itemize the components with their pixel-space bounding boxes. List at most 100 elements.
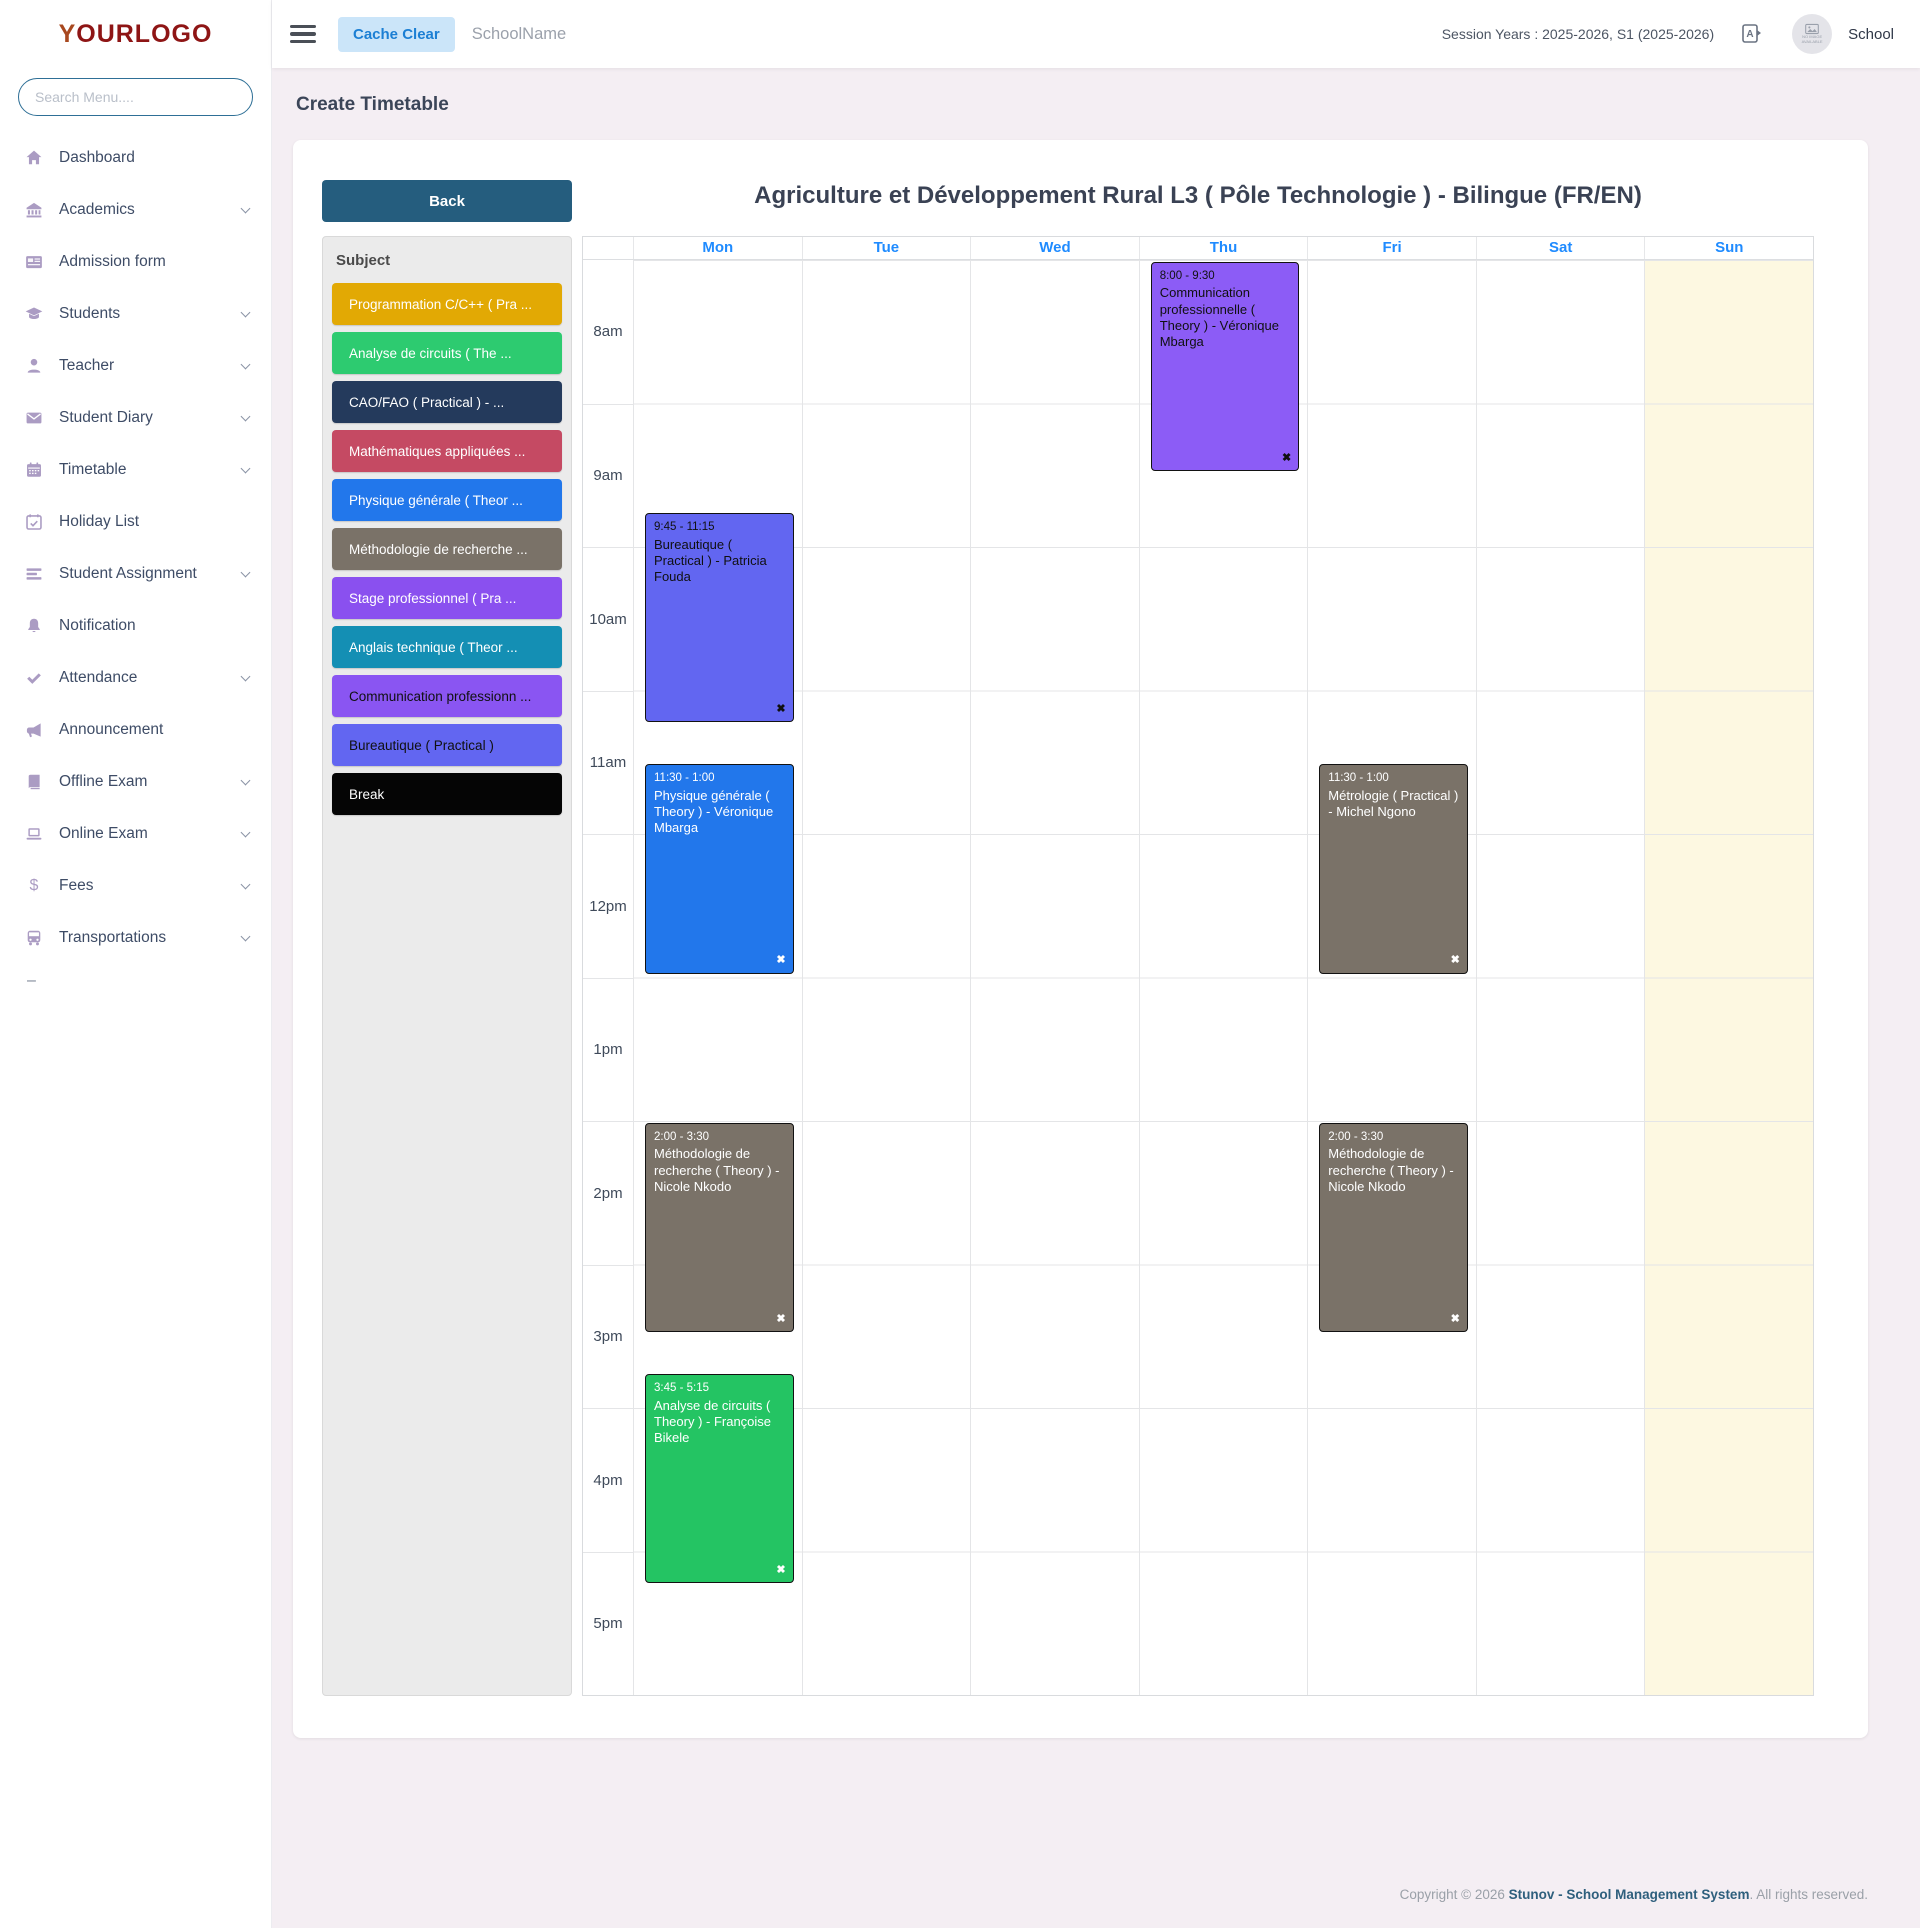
book-icon [24,773,44,791]
remove-event-icon[interactable]: ✖ [776,702,786,715]
timetable-event[interactable]: 2:00 - 3:30 Méthodologie de recherche ( T… [1319,1123,1468,1333]
subject-chip[interactable]: Mathématiques appliquées ... [332,430,562,472]
sidebar-item-label: Notification [59,617,136,634]
search-input[interactable] [18,78,253,116]
check-icon [24,669,44,687]
sidebar-item-announcement[interactable]: Announcement [0,704,271,756]
calendar-check-icon [24,513,44,531]
timetable-event[interactable]: 9:45 - 11:15 Bureautique ( Practical ) - … [645,513,794,723]
sidebar-item-holiday-list[interactable]: Holiday List [0,496,271,548]
time-label: 9am [583,403,633,548]
language-icon[interactable]: A [1740,22,1764,46]
subject-chip[interactable]: Communication professionn ... [332,675,562,717]
event-title: Métrologie ( Practical ) - Michel Ngono [1328,787,1459,819]
subject-chip[interactable]: Programmation C/C++ ( Pra ... [332,283,562,325]
timetable-card: Back Agriculture et Développement Rural … [293,140,1868,1738]
avatar[interactable]: NO IMAGE AVAILABLE [1792,14,1833,54]
chevron-down-icon [240,463,251,473]
timetable-event[interactable]: 2:00 - 3:30 Méthodologie de recherche ( T… [645,1123,794,1333]
time-label: 5pm [583,1551,633,1696]
remove-event-icon[interactable]: ✖ [776,1312,786,1325]
day-column-sat[interactable] [1475,260,1645,1695]
remove-event-icon[interactable]: ✖ [776,953,786,966]
timetable-event[interactable]: 3:45 - 5:15 Analyse de circuits ( Theory … [645,1374,794,1584]
event-title: Bureautique ( Practical ) - Patricia Fou… [654,536,767,585]
event-time: 11:30 - 1:00 [654,772,715,785]
day-column-fri[interactable] [1307,260,1476,1695]
sidebar-item-offline-exam[interactable]: Offline Exam [0,756,271,808]
calendar-icon [24,461,44,479]
sidebar-item-student-assignment[interactable]: Student Assignment [0,548,271,600]
bank-icon [24,201,44,219]
sidebar-item-academics[interactable]: Academics [0,184,271,236]
subject-chip[interactable]: Bureautique ( Practical ) [332,724,562,766]
day-column-sun[interactable] [1644,260,1814,1695]
copyright-prefix: Copyright © 2026 [1399,1887,1509,1902]
sidebar-item-teacher[interactable]: Teacher [0,340,271,392]
back-button[interactable]: Back [322,180,572,222]
day-column-thu[interactable] [1138,260,1308,1695]
day-header-fri: Fri [1307,237,1476,259]
remove-event-icon[interactable]: ✖ [776,1563,786,1576]
topbar: Cache Clear SchoolName Session Years : 2… [272,0,1920,68]
sidebar-item-dashboard[interactable]: Dashboard [0,132,271,184]
sidebar-item-fees[interactable]: $ Fees [0,860,271,912]
sidebar-item-transportations[interactable]: Transportations [0,912,271,964]
sidebar-item-label: Admission form [59,253,166,270]
remove-event-icon[interactable]: ✖ [1450,953,1460,966]
chevron-down-icon [240,827,251,837]
time-label: 2pm [583,1121,633,1265]
sidebar-item-online-exam[interactable]: Online Exam [0,808,271,860]
day-column-wed[interactable] [970,260,1139,1695]
subject-chip[interactable]: Méthodologie de recherche ... [332,528,562,570]
chevron-down-icon [240,879,251,889]
timetable-event[interactable]: 8:00 - 9:30 Communication professionnelle… [1150,262,1300,472]
timetable-title: Agriculture et Développement Rural L3 ( … [754,182,1642,209]
sidebar-item-label: Offline Exam [59,773,148,790]
event-title: Physique générale ( Theory ) - Véronique… [654,787,774,836]
avatar-placeholder-text: NO IMAGE AVAILABLE [1801,34,1823,44]
sidebar-item-label: Timetable [59,461,127,478]
subject-panel: Subject Programmation C/C++ ( Pra ... Ana… [322,236,572,1696]
person-icon [24,357,44,375]
event-time: 2:00 - 3:30 [1328,1131,1384,1143]
timetable-event[interactable]: 11:30 - 1:00 Physique générale ( Theory )… [645,764,794,974]
time-label: 12pm [583,834,633,978]
time-label: 3pm [583,1264,633,1409]
brand-link[interactable]: Stunov - School Management System [1508,1887,1750,1902]
time-gutter: 8am 9am 10am 11am 12pm 1pm 2pm 3pm 4pm 5pm [583,260,633,1695]
subject-chip[interactable]: Analyse de circuits ( The ... [332,332,562,374]
day-header-wed: Wed [970,237,1139,259]
subject-chip[interactable]: Physique générale ( Theor ... [332,479,562,521]
time-label: 8am [593,323,623,341]
sidebar-item-timetable[interactable]: Timetable [0,444,271,496]
day-column-tue[interactable] [801,260,971,1695]
event-time: 3:45 - 5:15 [654,1382,709,1395]
chevron-down-icon [240,567,251,577]
chevron-down-icon [240,671,251,681]
subject-chip[interactable]: Stage professionnel ( Pra ... [332,577,562,619]
sidebar-item-attendance[interactable]: Attendance [0,652,271,704]
timetable-event[interactable]: 11:30 - 1:00 Métrologie ( Practical ) - M… [1319,764,1468,974]
sidebar-item-label: Dashboard [59,149,135,166]
sidebar-item-students[interactable]: Students [0,288,271,340]
subject-chip[interactable]: Break [332,773,562,815]
sidebar-item-notification[interactable]: Notification [0,600,271,652]
remove-event-icon[interactable]: ✖ [1282,451,1292,464]
chevron-down-icon [240,359,251,369]
subject-list: Programmation C/C++ ( Pra ... Analyse de … [332,283,562,815]
sidebar-item-label: Student Assignment [59,565,197,582]
subject-chip[interactable]: CAO/FAO ( Practical ) - ... [332,381,562,423]
profile-name-label[interactable]: School [1848,25,1894,43]
main-area: Cache Clear SchoolName Session Years : 2… [272,0,1920,1928]
cache-clear-button[interactable]: Cache Clear [338,16,455,52]
sidebar-item-admission-form[interactable]: Admission form [0,236,271,288]
logo-text: OURLOGO [76,19,213,48]
hamburger-menu-icon[interactable] [290,25,316,43]
subject-chip[interactable]: Anglais technique ( Theor ... [332,626,562,668]
image-placeholder-icon [1805,24,1819,35]
sidebar-item-student-diary[interactable]: Student Diary [0,392,271,444]
remove-event-icon[interactable]: ✖ [1450,1312,1460,1325]
sidebar-item-label: Academics [59,201,135,218]
